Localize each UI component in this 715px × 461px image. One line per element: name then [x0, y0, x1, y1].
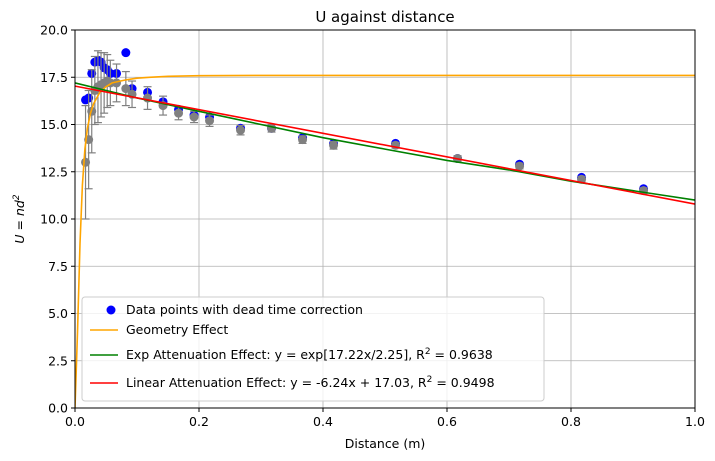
raw-data-point	[189, 112, 199, 122]
x-tick-label: 1.0	[685, 414, 705, 429]
y-tick-label: 15.0	[40, 117, 68, 132]
x-tick-label: 0.8	[561, 414, 581, 429]
x-tick-label: 0.6	[437, 414, 457, 429]
legend-label-linear-main: Linear Attenuation Effect: y = -6.24x + …	[126, 375, 427, 390]
y-tick-label: 2.5	[48, 353, 68, 368]
legend-frame	[81, 296, 545, 402]
legend-label-dead-time: Data points with dead time correction	[126, 302, 363, 317]
legend-label-linear-tail: = 0.9498	[432, 375, 494, 390]
legend-marker-dead-time	[106, 305, 116, 315]
x-tick-label: 0.2	[189, 414, 209, 429]
y-tick-label: 20.0	[40, 23, 68, 38]
raw-data-point	[515, 161, 525, 171]
legend-label-exp-main: Exp Attenuation Effect: y = exp[17.22x/2…	[126, 347, 425, 362]
y-tick-label: 12.5	[40, 164, 68, 179]
y-tick-label: 17.5	[40, 70, 68, 85]
y-tick-label: 7.5	[48, 259, 68, 274]
y-axis-label: U = nd2	[12, 194, 27, 243]
y-tick-label: 0.0	[48, 401, 68, 416]
x-tick-label: 0.0	[65, 414, 85, 429]
y-tick-label: 5.0	[48, 306, 68, 321]
legend-label-geometry: Geometry Effect	[126, 322, 228, 337]
raw-data-point	[121, 84, 131, 94]
legend-label-exp-tail: = 0.9638	[431, 347, 493, 362]
x-tick-label: 0.4	[313, 414, 333, 429]
legend-label-linear-sup: 2	[427, 375, 433, 385]
chart-title: U against distance	[315, 8, 454, 26]
raw-data-point	[236, 125, 246, 135]
axis-ticks: 0.0 0.2 0.4 0.6 0.8 1.0 0.0 2.5 5.0 7.5 10.0 12.5 15…	[40, 23, 705, 430]
raw-data-point	[205, 116, 215, 126]
geometry-effect-line	[75, 74, 695, 408]
raw-data-point	[81, 157, 91, 167]
dead-time-point	[121, 48, 131, 58]
plot-area	[75, 48, 695, 408]
legend-label-exp: Exp Attenuation Effect: y = exp[17.22x/2…	[126, 347, 493, 362]
y-axis-label-main: U = nd	[12, 200, 27, 243]
x-axis-label: Distance (m)	[345, 436, 426, 451]
y-tick-label: 10.0	[40, 212, 68, 227]
raw-data-point	[267, 123, 277, 133]
raw-data-point	[298, 135, 308, 145]
y-axis-label-sup: 2	[12, 194, 22, 200]
linear-attenuation-line	[75, 85, 695, 205]
legend-label-exp-sup: 2	[425, 347, 431, 357]
raw-data-point	[174, 108, 184, 118]
raw-data-point	[329, 140, 339, 150]
legend-label-linear: Linear Attenuation Effect: y = -6.24x + …	[126, 375, 495, 390]
legend: Data points with dead time correction Ge…	[81, 296, 545, 402]
